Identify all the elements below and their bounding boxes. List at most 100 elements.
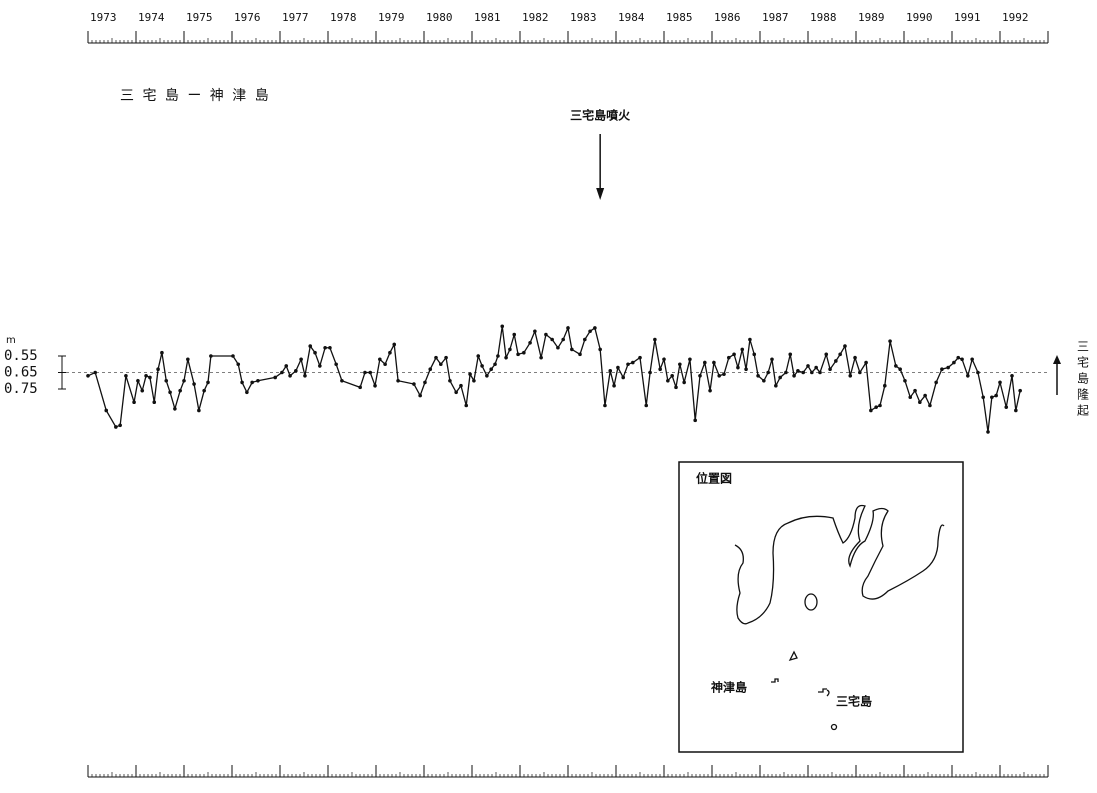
data-point — [294, 369, 298, 373]
x-tick-label: 1986 — [714, 11, 741, 24]
data-point — [444, 355, 448, 360]
data-point — [662, 357, 666, 362]
x-tick-label: 1991 — [954, 11, 981, 24]
data-point — [653, 337, 657, 342]
data-point — [412, 382, 416, 386]
data-point — [156, 367, 160, 372]
data-point — [674, 385, 678, 390]
y-tick-label: 0.55 — [4, 348, 38, 364]
data-point — [940, 367, 944, 372]
data-point — [334, 362, 338, 367]
x-tick-label: 1985 — [666, 11, 693, 24]
data-point — [796, 369, 800, 373]
data-point — [708, 388, 712, 393]
data-point — [533, 329, 537, 334]
data-point — [209, 354, 213, 358]
data-point — [952, 360, 956, 365]
uplift-arrow — [1053, 355, 1061, 395]
data-point — [717, 374, 721, 378]
y-tick-label: 0.75 — [4, 381, 38, 397]
data-point — [434, 355, 438, 360]
data-point — [516, 352, 520, 357]
data-point — [631, 360, 635, 365]
data-point — [608, 369, 613, 373]
data-point — [748, 337, 752, 342]
data-point — [148, 375, 152, 380]
data-point — [245, 390, 249, 395]
data-point — [603, 403, 607, 408]
data-point — [1014, 408, 1018, 413]
data-point — [612, 383, 616, 388]
data-point — [328, 345, 332, 350]
series-line — [87, 325, 1021, 432]
data-point — [284, 364, 289, 368]
data-point — [986, 430, 990, 434]
data-point — [670, 374, 674, 378]
data-point — [976, 370, 980, 375]
data-point — [682, 380, 686, 385]
data-point — [182, 378, 186, 383]
data-point — [1010, 374, 1014, 378]
x-tick-label: 1987 — [762, 11, 789, 24]
data-point — [468, 372, 472, 376]
data-point — [373, 383, 377, 388]
data-point — [960, 357, 964, 362]
data-point — [727, 355, 731, 360]
data-point — [583, 337, 587, 342]
data-point — [998, 380, 1002, 385]
data-point — [598, 347, 602, 352]
data-point — [848, 374, 853, 378]
x-tick-label: 1988 — [810, 11, 837, 24]
data-point — [500, 324, 505, 329]
data-point — [853, 355, 857, 360]
data-point — [770, 357, 774, 362]
data-point — [493, 362, 497, 367]
data-point — [104, 408, 109, 413]
data-point — [418, 393, 422, 398]
data-point — [966, 374, 970, 378]
data-point — [740, 347, 745, 352]
x-tick-label: 1983 — [570, 11, 597, 24]
data-point — [396, 378, 400, 383]
data-point — [712, 360, 716, 365]
data-point — [616, 365, 620, 370]
data-point — [340, 378, 344, 383]
data-point — [566, 326, 570, 330]
data-point — [638, 355, 642, 360]
data-point — [778, 375, 782, 380]
x-tick-label: 1980 — [426, 11, 453, 24]
x-tick-label: 1990 — [906, 11, 933, 24]
data-point — [504, 355, 508, 360]
data-point — [383, 362, 387, 367]
data-point — [593, 326, 597, 330]
data-point — [994, 393, 998, 398]
data-point — [368, 370, 373, 375]
data-point — [874, 405, 878, 409]
x-tick-label: 1978 — [330, 11, 357, 24]
data-point — [903, 378, 907, 383]
x-tick-label: 1984 — [618, 11, 645, 24]
annotation-arrowhead — [596, 188, 605, 200]
data-point — [894, 364, 898, 368]
data-point — [918, 400, 922, 405]
data-point — [774, 383, 778, 388]
data-point — [313, 350, 317, 355]
data-point — [913, 388, 917, 393]
data-point — [522, 350, 526, 355]
x-tick-label: 1974 — [138, 11, 165, 24]
data-point — [946, 365, 950, 370]
data-point — [464, 403, 469, 408]
x-tick-label: 1975 — [186, 11, 213, 24]
y-unit: m — [6, 335, 16, 346]
data-point — [192, 382, 196, 386]
y-tick-label: 0.65 — [4, 365, 38, 381]
data-point — [698, 374, 702, 378]
data-point — [644, 403, 649, 408]
data-point — [459, 383, 463, 388]
data-point — [318, 364, 322, 368]
data-point — [250, 380, 254, 385]
x-tick-label: 1976 — [234, 11, 261, 24]
data-point — [810, 370, 814, 375]
inset-label: 三宅島 — [836, 694, 872, 709]
